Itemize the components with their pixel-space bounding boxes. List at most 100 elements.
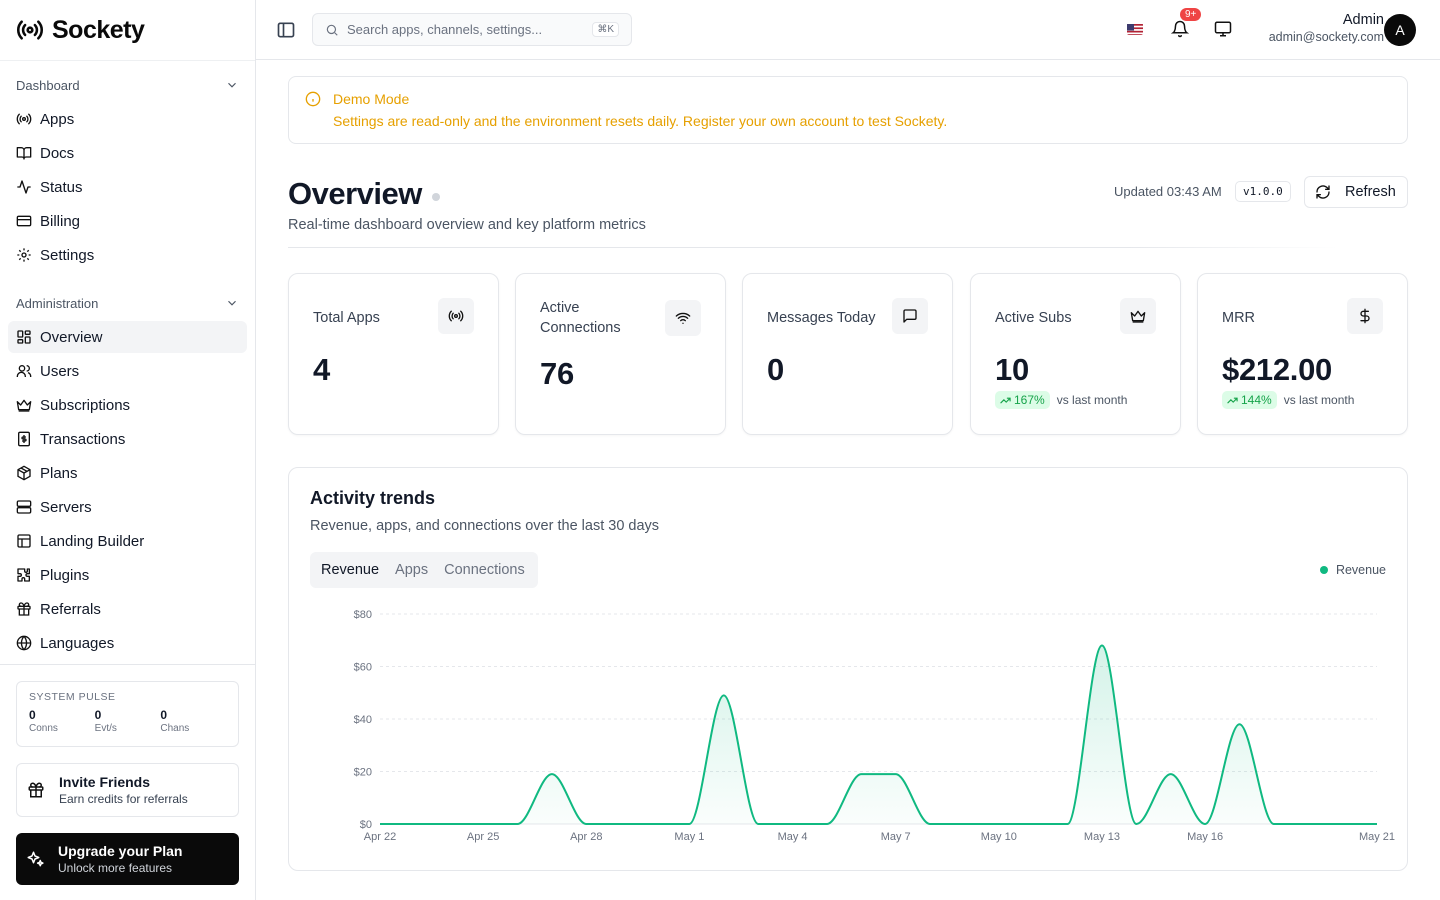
search-shortcut: ⌘K xyxy=(592,22,619,37)
brand[interactable]: Sockety xyxy=(0,0,255,60)
invite-friends-button[interactable]: Invite Friends Earn credits for referral… xyxy=(16,763,239,817)
pulse-stat-events: 0 Evt/s xyxy=(95,708,161,734)
sidebar-item-users[interactable]: Users xyxy=(8,355,247,387)
activity-trends-card: Activity trends Revenue, apps, and conne… xyxy=(288,467,1408,871)
upgrade-plan-button[interactable]: Upgrade your Plan Unlock more features xyxy=(16,833,239,885)
user-menu[interactable]: Admin admin@sockety.com xyxy=(1269,12,1384,44)
nav-group-dashboard[interactable]: Dashboard xyxy=(0,69,255,101)
refresh-icon xyxy=(1316,185,1330,199)
sidebar-item-apps[interactable]: Apps xyxy=(8,103,247,135)
chevron-down-icon xyxy=(228,300,236,306)
stat-card-title: Active Subs xyxy=(995,310,1072,326)
activity-title: Activity trends xyxy=(310,488,436,508)
stat-card-active-connections: Active Connections 76 xyxy=(515,273,726,435)
tab-connections[interactable]: Connections xyxy=(444,562,525,578)
monitor-icon[interactable] xyxy=(1214,20,1232,38)
legend-label: Revenue xyxy=(1335,563,1386,577)
stat-card-messages-today: Messages Today 0 xyxy=(742,273,953,435)
sidebar-item-label: Status xyxy=(40,178,83,196)
search-input[interactable] xyxy=(347,22,587,37)
sidebar-item-plugins[interactable]: Plugins xyxy=(8,559,247,591)
book-icon xyxy=(16,147,32,160)
sidebar-item-label: Docs xyxy=(40,144,75,162)
refresh-button[interactable]: Refresh xyxy=(1304,176,1408,208)
trend-pill: 167% xyxy=(995,391,1050,409)
invite-title: Invite Friends xyxy=(59,774,151,790)
pulse-stat-label: Conns xyxy=(29,723,58,734)
sidebar-item-billing[interactable]: Billing xyxy=(8,205,247,237)
sidebar-item-label: Overview xyxy=(40,328,103,346)
sidebar-item-label: Settings xyxy=(40,246,95,264)
activity-icon xyxy=(17,180,31,194)
bell-icon[interactable] xyxy=(1171,20,1189,38)
tab-revenue[interactable]: Revenue xyxy=(321,562,380,578)
broadcast-icon xyxy=(16,113,32,125)
wifi-icon xyxy=(665,300,701,336)
sidebar-item-label: Referrals xyxy=(40,600,101,618)
sidebar-item-landing-builder[interactable]: Landing Builder xyxy=(8,525,247,557)
sidebar-item-settings[interactable]: Settings xyxy=(8,239,247,271)
tab-apps[interactable]: Apps xyxy=(395,562,429,578)
sidebar: Sockety Dashboard Apps Docs Status Billi… xyxy=(0,0,256,900)
sidebar-item-label: Plugins xyxy=(40,566,90,584)
top-header: ⌘K 9+ Admin admin@sockety.com A xyxy=(256,0,1440,60)
sidebar-item-label: Users xyxy=(40,362,80,380)
demo-mode-text: Settings are read-only and the environme… xyxy=(333,113,948,129)
us-flag-icon[interactable] xyxy=(1127,23,1143,35)
trending-up-icon xyxy=(1000,397,1011,403)
x-tick-label: May 7 xyxy=(881,831,911,843)
version-badge: v1.0.0 xyxy=(1235,181,1291,202)
sparkles-icon xyxy=(27,851,44,867)
revenue-area-fill xyxy=(380,645,1377,824)
sidebar-nav: Dashboard Apps Docs Status Billing Setti… xyxy=(0,60,255,664)
chart-legend: Revenue xyxy=(1319,563,1386,577)
search-icon xyxy=(326,24,338,36)
stat-card-value: $212.00 xyxy=(1222,352,1332,387)
pulse-stat-channels: 0 Chans xyxy=(160,708,226,734)
avatar[interactable]: A xyxy=(1384,14,1416,46)
revenue-area-chart: $0 $20 $40 $60 $80 Apr 22 Apr 25 Apr 28 May 1 May… xyxy=(354,609,1395,843)
sidebar-item-servers[interactable]: Servers xyxy=(8,491,247,523)
sidebar-item-transactions[interactable]: Transactions xyxy=(8,423,247,455)
stat-cards: Total Apps 4 Active Connections 76 Messa… xyxy=(288,273,1408,435)
activity-subtitle: Revenue, apps, and connections over the … xyxy=(310,518,660,534)
users-icon xyxy=(16,365,32,377)
dollar-icon xyxy=(1347,298,1383,334)
sidebar-toggle-icon[interactable] xyxy=(276,20,296,40)
sidebar-item-overview[interactable]: Overview xyxy=(8,321,247,353)
crown-icon xyxy=(1120,298,1156,334)
trend-label: vs last month xyxy=(1056,393,1128,407)
server-icon xyxy=(16,500,32,514)
layout-icon xyxy=(17,534,31,548)
layout-dashboard-icon xyxy=(17,330,31,344)
revenue-line xyxy=(380,644,1377,826)
pulse-stat-value: 0 xyxy=(160,708,168,722)
sidebar-item-docs[interactable]: Docs xyxy=(8,137,247,169)
x-tick-label: Apr 25 xyxy=(467,831,499,843)
invite-subtitle: Earn credits for referrals xyxy=(59,792,188,806)
invite-text: Invite Friends Earn credits for referral… xyxy=(59,774,188,806)
x-tick-label: May 10 xyxy=(981,831,1017,843)
x-tick-label: May 4 xyxy=(778,831,808,843)
broadcast-icon xyxy=(438,298,474,334)
stat-card-title: Messages Today xyxy=(767,310,876,326)
system-pulse: SYSTEM PULSE 0 Conns 0 Evt/s 0 Chans xyxy=(16,681,239,747)
search-box[interactable]: ⌘K xyxy=(312,13,632,46)
pulse-stat-conns: 0 Conns xyxy=(29,708,95,734)
crown-icon xyxy=(16,399,32,412)
stat-card-total-apps: Total Apps 4 xyxy=(288,273,499,435)
sidebar-item-label: Transactions xyxy=(40,430,126,448)
stat-card-value: 4 xyxy=(313,352,330,387)
trend-value: 144% xyxy=(1241,393,1272,407)
sidebar-item-referrals[interactable]: Referrals xyxy=(8,593,247,625)
sidebar-item-plans[interactable]: Plans xyxy=(8,457,247,489)
sidebar-item-status[interactable]: Status xyxy=(8,171,247,203)
pulse-stat-value: 0 xyxy=(94,708,102,722)
x-tick-label: May 1 xyxy=(674,831,704,843)
nav-group-administration[interactable]: Administration xyxy=(0,287,255,319)
gift-icon xyxy=(17,602,31,616)
sidebar-item-languages[interactable]: Languages xyxy=(8,627,247,659)
notification-badge: 9+ xyxy=(1180,8,1202,21)
sidebar-item-subscriptions[interactable]: Subscriptions xyxy=(8,389,247,421)
page-subtitle: Real-time dashboard overview and key pla… xyxy=(288,217,646,233)
